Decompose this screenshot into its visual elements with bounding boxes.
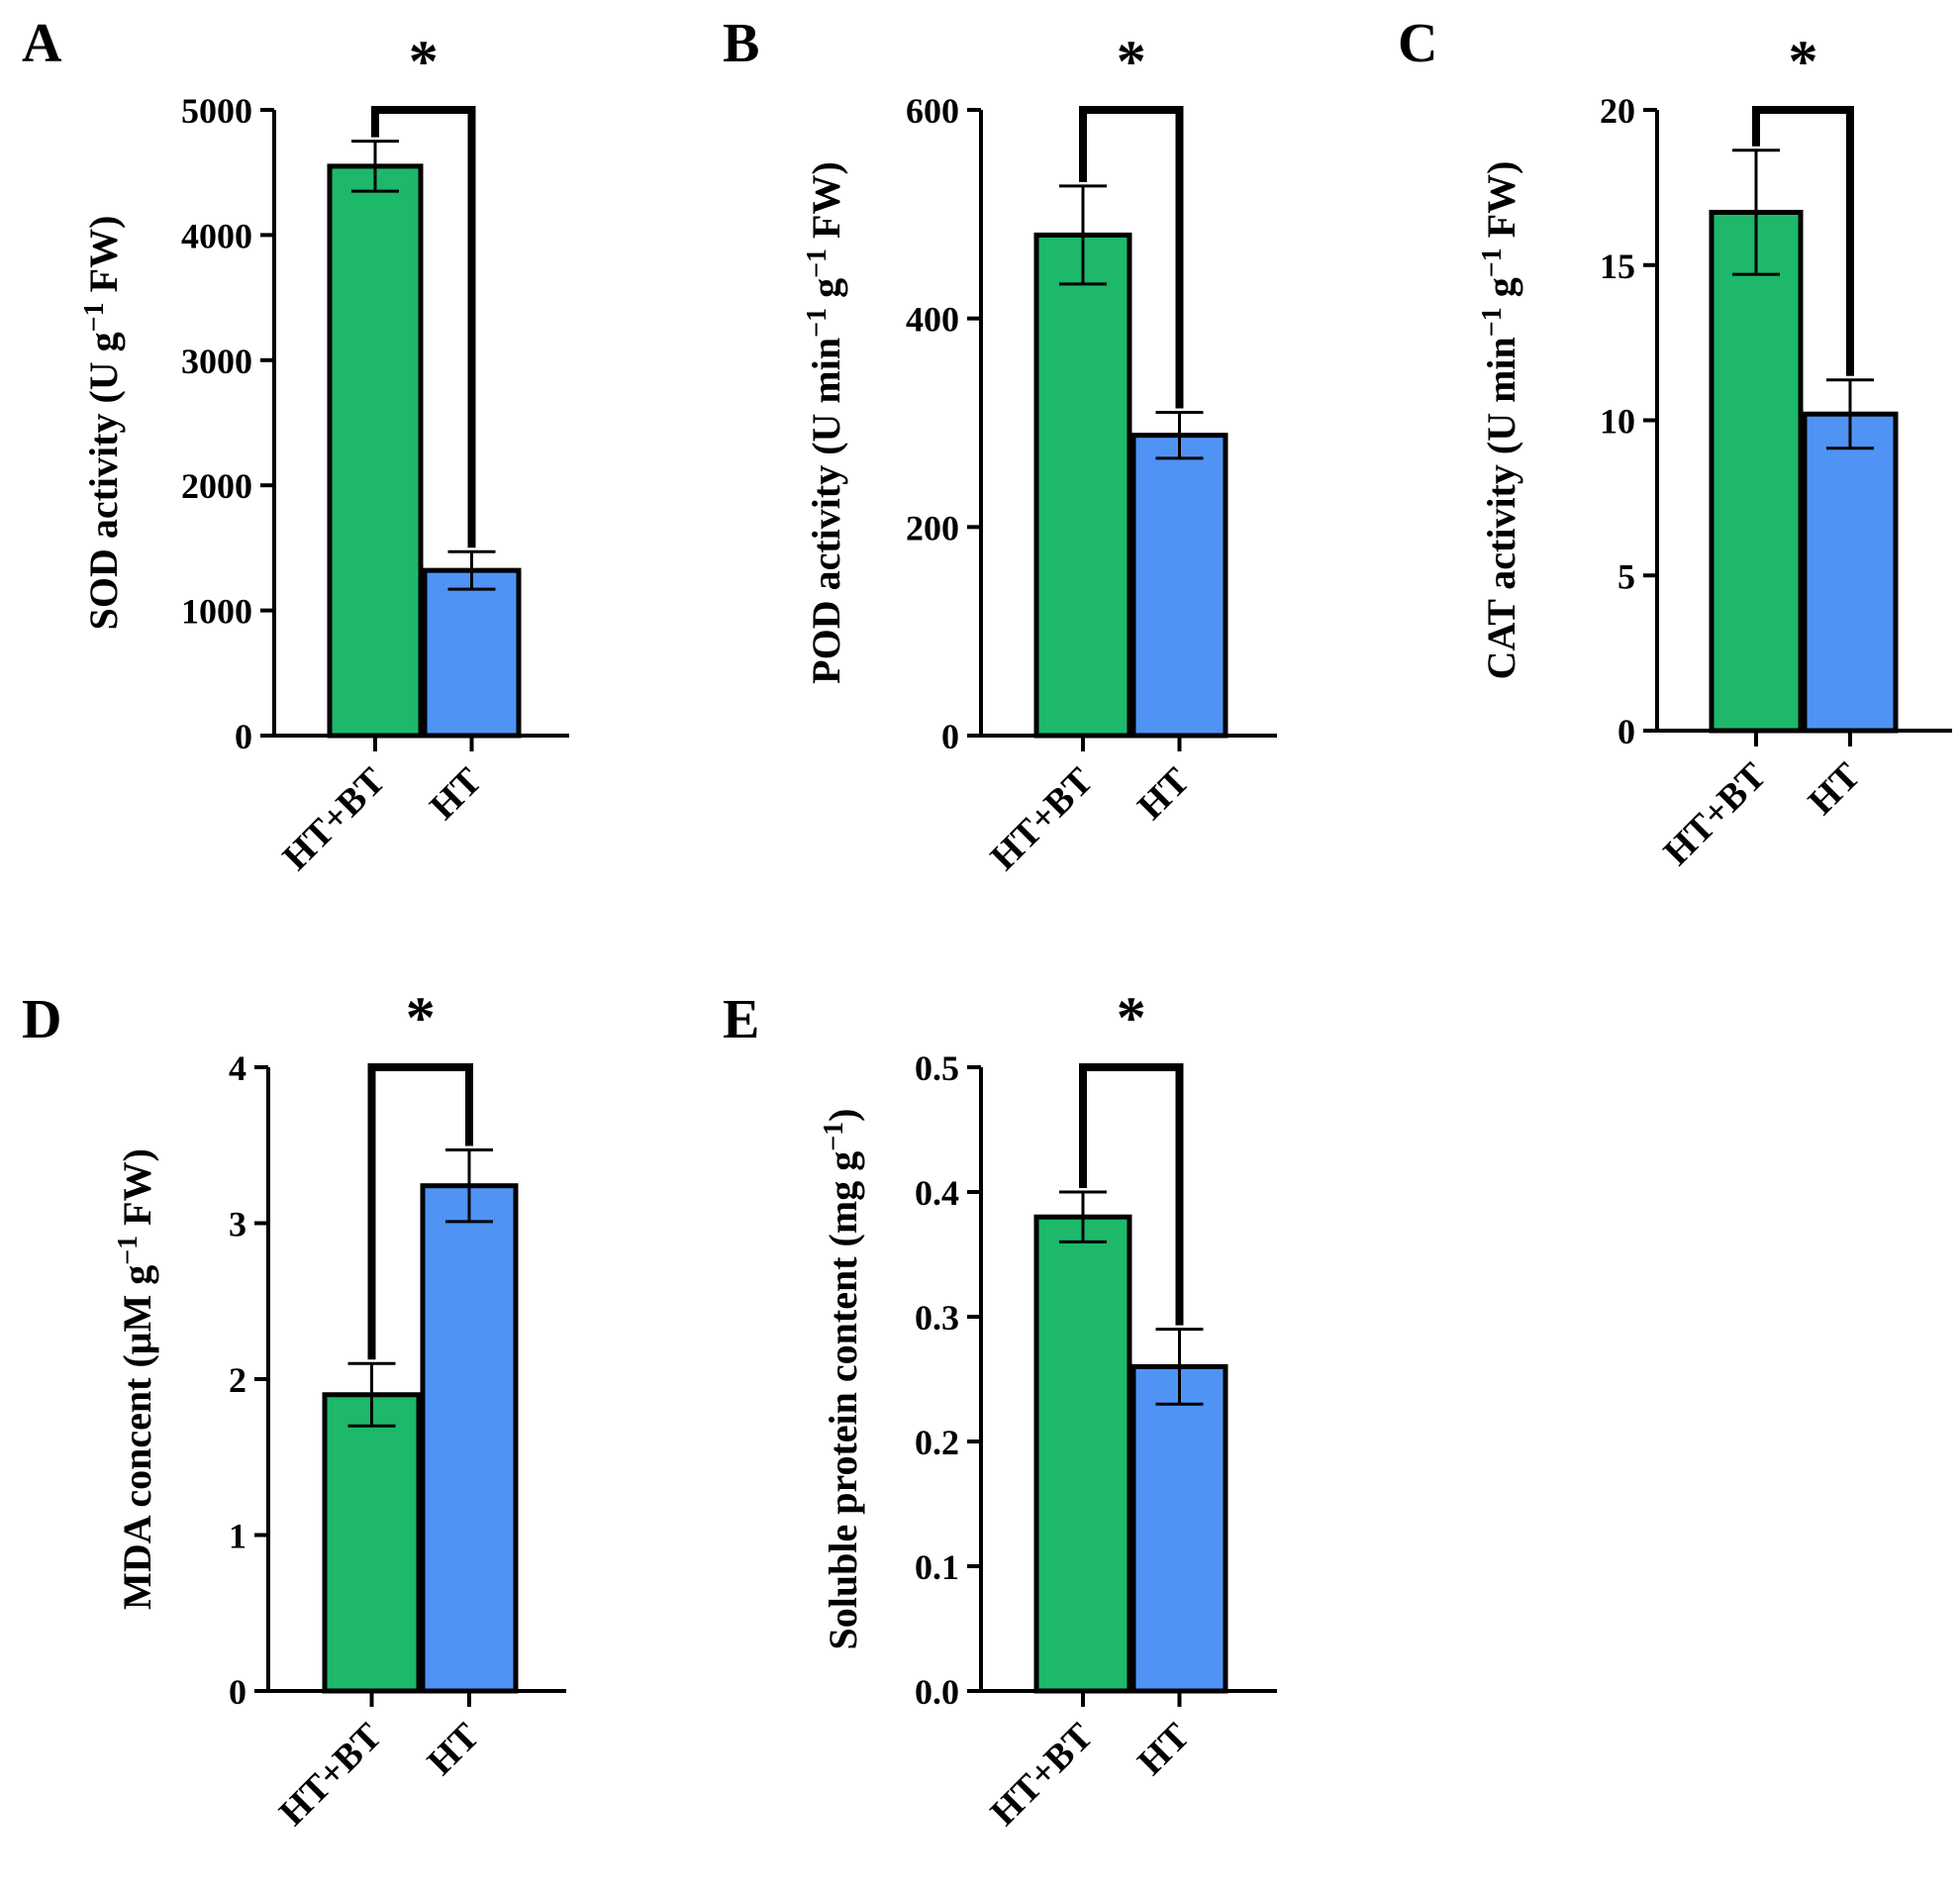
y-tick-label: 0.2	[915, 1423, 959, 1462]
y-tick-label: 0.0	[915, 1672, 959, 1712]
y-axis-label: SOD activity (U g−1 FW)	[79, 216, 126, 631]
y-tick-label: 0	[941, 717, 959, 756]
bar-ht-bt	[1033, 232, 1132, 739]
bar-ht	[1130, 433, 1228, 739]
significance-bracket	[1079, 106, 1184, 409]
y-tick-label: 4000	[181, 216, 252, 255]
y-tick-label: 5	[1617, 556, 1635, 596]
bar-ht-bt	[1709, 209, 1804, 734]
y-tick-label: 0.5	[915, 1048, 959, 1088]
x-tick-label: HT+BT	[1656, 755, 1775, 874]
chart-panel-a: A 0 1000 2000 3000 4000 5000 HT+BT HT SOD activit…	[22, 13, 569, 878]
error-bar-ht	[1155, 1328, 1204, 1406]
significance-label: *	[1117, 985, 1146, 1050]
chart-panel-e: E 0.0 0.1 0.2 0.3 0.4 0.5 HT+BT HT Soluble protei…	[723, 985, 1277, 1834]
significance-label: *	[409, 29, 439, 94]
y-tick-label: 2	[229, 1360, 246, 1400]
bar-ht	[420, 1183, 519, 1694]
y-tick-label: 3	[229, 1205, 246, 1244]
y-tick-label: 0	[229, 1672, 246, 1712]
error-bar-ht-bt	[347, 1361, 396, 1428]
significance-bracket	[367, 1063, 473, 1360]
x-tick-label: HT+BT	[983, 1716, 1102, 1835]
significance-label: *	[406, 985, 436, 1050]
y-tick-label: 0.1	[915, 1547, 959, 1587]
x-tick-label: HT	[1801, 755, 1869, 824]
y-tick-label: 0	[1617, 712, 1635, 751]
panel-letter: C	[1398, 13, 1437, 74]
y-tick-label: 1000	[181, 592, 252, 632]
error-bar-ht-bt	[1059, 1190, 1107, 1243]
panel-letter: E	[723, 989, 759, 1050]
y-tick-label: 5000	[181, 91, 252, 131]
x-tick-label: HT	[1129, 1716, 1198, 1784]
y-tick-label: 20	[1600, 91, 1635, 131]
x-tick-label: HT+BT	[983, 760, 1102, 879]
chart-panel-b: B 0 200 400 600 HT+BT HT POD activity (U min−1 …	[723, 13, 1277, 878]
bar-ht	[1130, 1363, 1228, 1694]
significance-bracket	[371, 106, 476, 548]
panel-letter: A	[22, 13, 62, 74]
bar-ht	[1802, 411, 1899, 734]
x-tick-label: HT	[1129, 760, 1198, 829]
y-tick-label: 600	[906, 91, 959, 131]
bar-ht	[422, 567, 522, 739]
bar-ht-bt	[1033, 1214, 1132, 1694]
error-bar-ht	[447, 549, 496, 591]
y-tick-label: 2000	[181, 466, 252, 506]
y-axis-label: CAT activity (U min−1 g−1 FW)	[1477, 161, 1523, 680]
y-tick-label: 200	[906, 508, 959, 547]
y-tick-label: 1	[229, 1517, 246, 1556]
error-bar-ht-bt	[351, 140, 399, 193]
y-tick-label: 0.3	[915, 1298, 959, 1338]
panel-letter: D	[22, 989, 61, 1050]
y-axis-label: POD activity (U min−1 g−1 FW)	[802, 161, 848, 684]
error-bar-ht	[1826, 378, 1874, 450]
y-tick-label: 0.4	[915, 1173, 959, 1213]
error-bar-ht-bt	[1732, 149, 1780, 276]
x-tick-label: HT+BT	[271, 1716, 390, 1835]
y-tick-label: 400	[906, 300, 959, 340]
significance-label: *	[1789, 29, 1818, 94]
chart-panel-d: D 0 1 2 3 4 HT+BT HT MDA concent (μM g−1 FW) *	[22, 985, 566, 1834]
panel-letter: B	[723, 13, 759, 74]
error-bar-ht	[445, 1147, 493, 1224]
y-tick-label: 15	[1600, 247, 1635, 286]
bar-ht-bt	[327, 163, 424, 739]
error-bar-ht-bt	[1059, 184, 1107, 286]
x-tick-label: HT+BT	[275, 760, 394, 879]
y-axis-label: Soluble protein content (mg g−1)	[819, 1108, 865, 1649]
y-tick-label: 3000	[181, 342, 252, 381]
significance-bracket	[1752, 106, 1854, 376]
x-tick-label: HT	[420, 1716, 488, 1784]
significance-bracket	[1079, 1063, 1184, 1326]
significance-label: *	[1117, 29, 1146, 94]
y-tick-label: 4	[229, 1048, 246, 1088]
y-axis-label: MDA concent (μM g−1 FW)	[113, 1148, 159, 1610]
y-tick-label: 0	[235, 717, 252, 756]
bar-ht-bt	[322, 1392, 422, 1694]
y-tick-label: 10	[1600, 402, 1635, 442]
error-bar-ht	[1155, 410, 1204, 460]
chart-panel-c: C 0 5 10 15 20 HT+BT HT CAT activity (U min−1 g−…	[1398, 13, 1952, 873]
x-tick-label: HT	[422, 760, 490, 829]
